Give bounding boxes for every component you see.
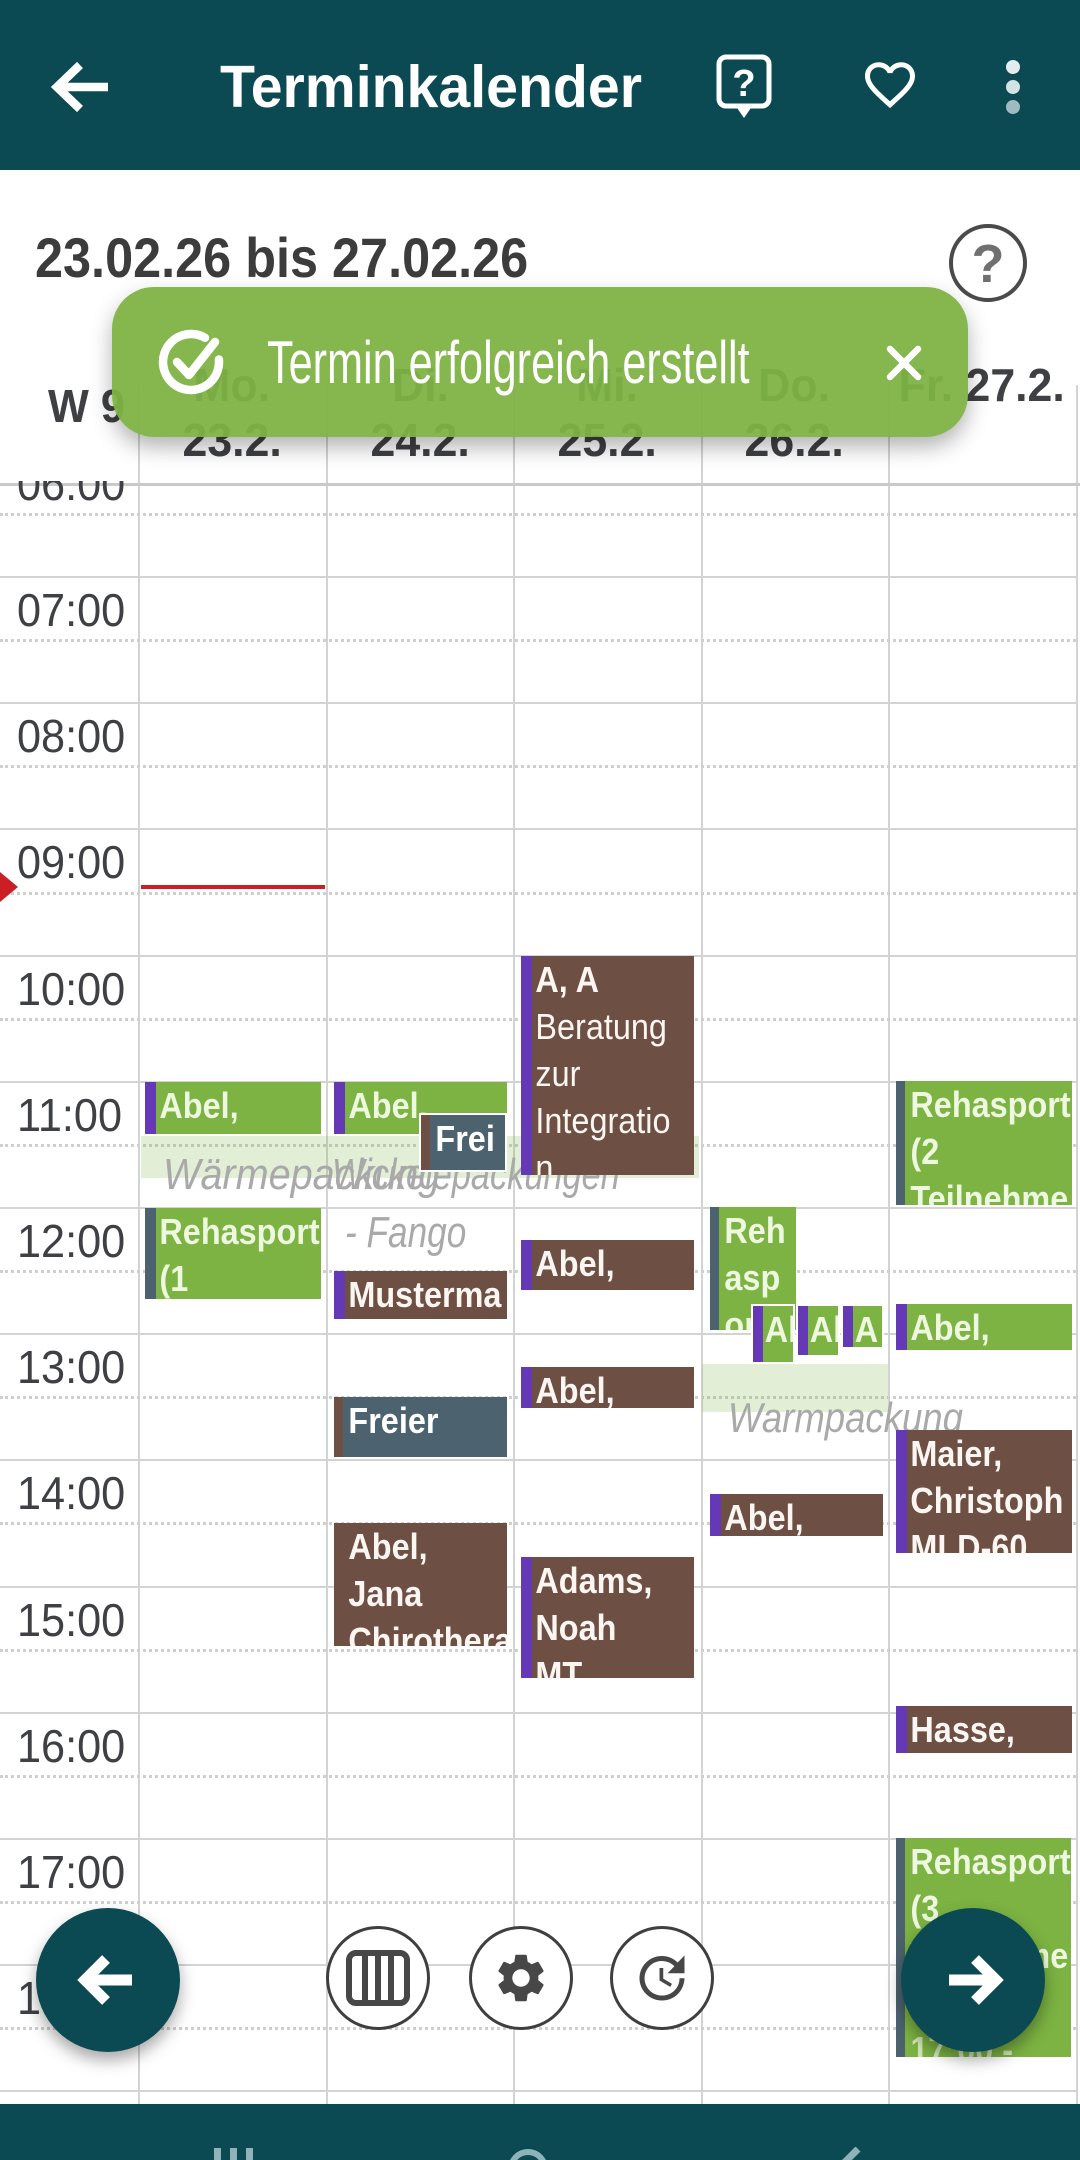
svg-text:?: ?	[732, 63, 755, 105]
